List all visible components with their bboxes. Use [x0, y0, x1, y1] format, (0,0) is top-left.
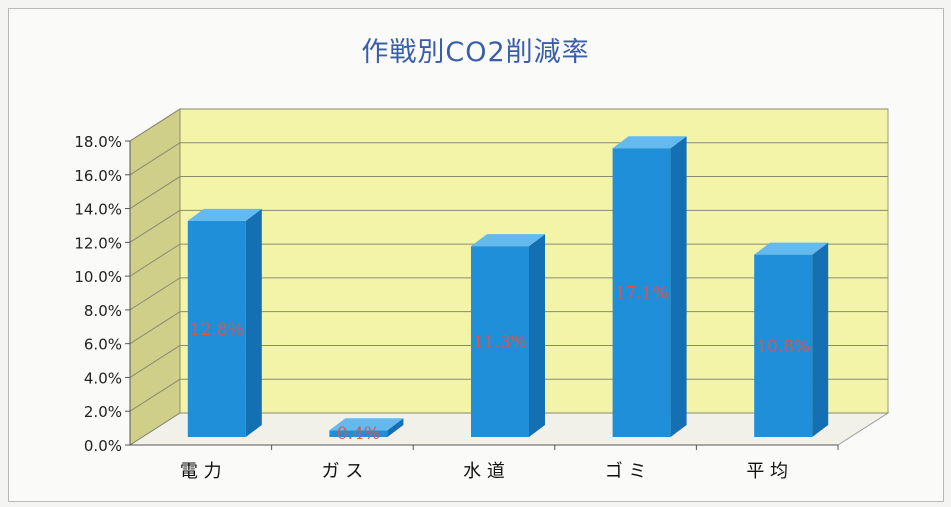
- gridline-side: [129, 277, 181, 311]
- gridline-side: [129, 243, 181, 277]
- bar-top: [329, 418, 404, 431]
- data-label: 12.8%: [190, 320, 244, 340]
- bar-front: [612, 148, 671, 437]
- bar-front: [329, 430, 388, 437]
- bar-front: [754, 254, 813, 437]
- data-label: 17.1%: [615, 284, 669, 304]
- data-label: 10.8%: [756, 337, 810, 357]
- bar-top: [754, 242, 829, 255]
- y-tick-label: 10.0%: [74, 268, 122, 286]
- gridline-side: [129, 108, 181, 142]
- y-tick-label: 12.0%: [74, 234, 122, 252]
- y-tick-label: 6.0%: [84, 336, 122, 354]
- gridline-side: [129, 412, 181, 446]
- y-tick-label: 16.0%: [74, 167, 122, 185]
- bar-side: [670, 136, 687, 437]
- bar-top: [471, 234, 545, 247]
- y-tick-label: 18.0%: [74, 133, 122, 151]
- bar-side: [812, 242, 829, 437]
- chart-side-wall: [129, 108, 181, 446]
- x-tick-label: ゴ ミ: [605, 461, 647, 482]
- data-label: 0.4%: [337, 424, 380, 444]
- data-label: 11.3%: [473, 333, 527, 353]
- bar-front: [471, 246, 529, 437]
- bar-side: [387, 418, 404, 437]
- y-tick-label: 14.0%: [74, 201, 122, 219]
- chart-title: 作戦別CO2削減率: [361, 37, 590, 68]
- bar-top: [612, 136, 687, 149]
- y-tick-label: 8.0%: [84, 302, 122, 320]
- x-tick-label: 平 均: [746, 461, 788, 482]
- bar-top: [187, 208, 262, 221]
- x-tick-label: 電 力: [180, 461, 222, 482]
- y-tick-label: 0.0%: [84, 437, 122, 455]
- x-tick-label: 水 道: [463, 461, 505, 482]
- gridline-side: [129, 176, 181, 209]
- y-tick-label: 4.0%: [84, 369, 122, 387]
- x-tick-label: ガ ス: [322, 461, 364, 482]
- gridline-side: [129, 209, 181, 243]
- bar-side: [529, 234, 545, 437]
- bar-front: [187, 220, 246, 437]
- gridline-side: [129, 142, 181, 176]
- gridline-side: [129, 311, 181, 345]
- gridline-side: [129, 345, 181, 378]
- bar-side: [245, 208, 262, 437]
- gridline-side: [129, 378, 181, 412]
- y-tick-label: 2.0%: [84, 403, 122, 421]
